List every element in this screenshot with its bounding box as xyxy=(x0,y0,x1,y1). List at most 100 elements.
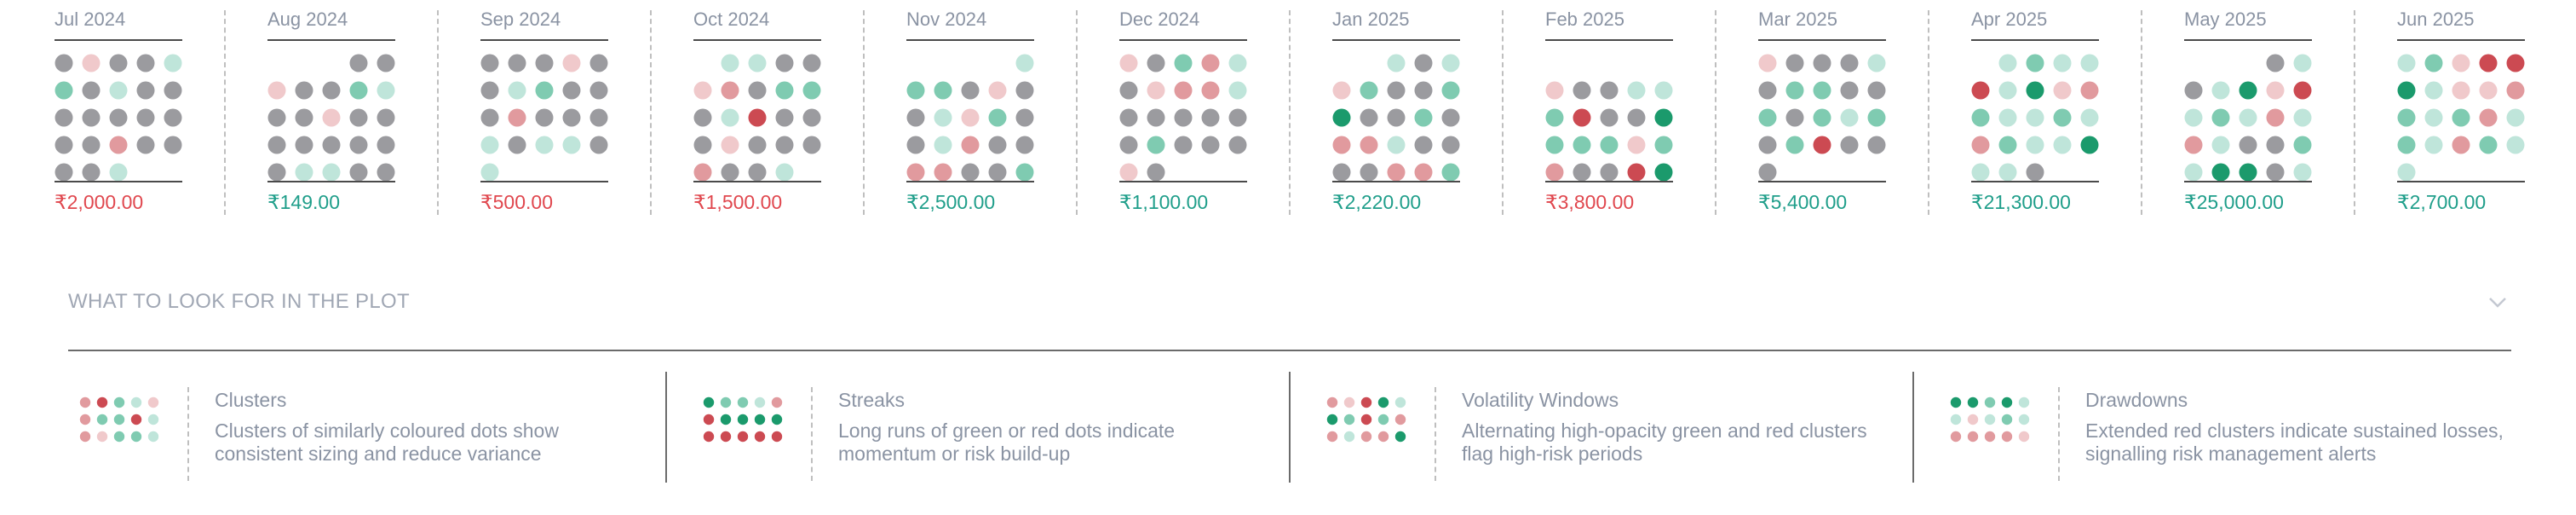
month-top-rule xyxy=(267,39,395,41)
red-dot xyxy=(1201,54,1220,72)
neutral-dot xyxy=(82,108,101,127)
dark-red-dot xyxy=(720,431,732,443)
neutral-dot xyxy=(82,136,101,154)
light-green-dot xyxy=(754,396,766,408)
month-top-rule xyxy=(906,39,1034,41)
card-dashed-divider xyxy=(187,387,189,481)
neutral-dot xyxy=(1228,136,1247,154)
dark-red-dot xyxy=(1360,396,1372,408)
month-separator xyxy=(224,10,226,215)
neutral-dot xyxy=(267,136,286,154)
dark-green-dot xyxy=(703,396,715,408)
dark-green-dot xyxy=(2239,81,2257,100)
light-green-dot xyxy=(1998,81,2017,100)
neutral-dot xyxy=(535,108,554,127)
green-dot xyxy=(130,431,142,443)
card-description: Extended red clusters indicate sustained… xyxy=(2085,420,2504,465)
month-bottom-rule xyxy=(55,181,182,182)
month-separator xyxy=(650,10,652,215)
month-top-rule xyxy=(1119,39,1247,41)
chevron-down-icon[interactable] xyxy=(2486,290,2510,314)
card-description: Long runs of green or red dots indicate … xyxy=(838,420,1176,465)
red-dot xyxy=(771,396,783,408)
light-red-dot xyxy=(147,396,159,408)
neutral-dot xyxy=(988,136,1007,154)
month-label: May 2025 xyxy=(2184,9,2267,30)
neutral-dot xyxy=(164,81,182,100)
month-column: Oct 2024 ₹1,500.00 xyxy=(639,0,865,230)
neutral-dot xyxy=(1201,108,1220,127)
green-dot xyxy=(1867,108,1886,127)
light-green-dot xyxy=(1015,54,1034,72)
light-green-dot xyxy=(1228,81,1247,100)
dark-red-dot xyxy=(754,431,766,443)
dark-green-dot xyxy=(2026,81,2044,100)
neutral-dot xyxy=(267,163,286,182)
light-green-dot xyxy=(2293,54,2312,72)
green-dot xyxy=(1015,163,1034,182)
month-amount: ₹2,000.00 xyxy=(55,191,144,213)
red-dot xyxy=(508,108,526,127)
light-red-dot xyxy=(693,81,712,100)
red-dot xyxy=(1174,81,1193,100)
month-separator xyxy=(1928,10,1929,215)
light-green-dot xyxy=(147,431,159,443)
guide-cards: Clusters Clusters of similarly coloured … xyxy=(68,372,2511,483)
red-dot xyxy=(79,414,91,425)
light-green-dot xyxy=(535,136,554,154)
neutral-dot xyxy=(1573,81,1591,100)
neutral-dot xyxy=(2239,136,2257,154)
month-top-rule xyxy=(1545,39,1673,41)
light-green-dot xyxy=(2506,136,2525,154)
light-red-dot xyxy=(721,136,739,154)
light-green-dot xyxy=(377,81,395,100)
dark-red-dot xyxy=(703,414,715,425)
light-green-dot xyxy=(2184,163,2203,182)
light-green-dot xyxy=(2397,163,2416,182)
neutral-dot xyxy=(322,136,341,154)
red-dot xyxy=(1326,431,1338,443)
light-green-dot xyxy=(748,54,767,72)
light-green-dot xyxy=(1950,414,1962,425)
neutral-dot xyxy=(136,108,155,127)
neutral-dot xyxy=(589,136,608,154)
neutral-dot xyxy=(1867,81,1886,100)
light-red-dot xyxy=(1967,414,1979,425)
green-dot xyxy=(1147,136,1165,154)
light-red-dot xyxy=(562,54,581,72)
neutral-dot xyxy=(349,54,368,72)
light-green-dot xyxy=(721,54,739,72)
green-dot xyxy=(1174,54,1193,72)
light-red-dot xyxy=(2266,81,2285,100)
red-dot xyxy=(1984,431,1996,443)
neutral-dot xyxy=(1015,136,1034,154)
neutral-dot xyxy=(82,81,101,100)
green-dot xyxy=(2397,108,2416,127)
light-green-dot xyxy=(295,163,313,182)
green-dot xyxy=(1813,108,1831,127)
month-bottom-rule xyxy=(2397,181,2525,182)
neutral-dot xyxy=(562,108,581,127)
light-green-dot xyxy=(934,136,952,154)
green-dot xyxy=(720,396,732,408)
green-dot xyxy=(535,81,554,100)
month-label: Jul 2024 xyxy=(55,9,126,30)
dark-green-dot xyxy=(2397,81,2416,100)
light-green-dot xyxy=(2018,396,2030,408)
month-top-rule xyxy=(693,39,821,41)
dark-red-dot xyxy=(1813,136,1831,154)
light-red-dot xyxy=(1343,396,1355,408)
green-dot xyxy=(55,81,73,100)
neutral-dot xyxy=(1441,108,1460,127)
month-column: Aug 2024 ₹149.00 xyxy=(213,0,439,230)
light-green-dot xyxy=(1840,108,1859,127)
card-description: Clusters of similarly coloured dots show… xyxy=(215,420,559,465)
green-dot xyxy=(2001,414,2013,425)
neutral-dot xyxy=(802,108,821,127)
light-red-dot xyxy=(1147,81,1165,100)
card-title: Drawdowns xyxy=(2085,389,2188,411)
month-column: Jun 2025 ₹2,700.00 xyxy=(2343,0,2556,230)
green-dot xyxy=(1758,108,1777,127)
red-dot xyxy=(1326,396,1338,408)
card-separator xyxy=(1289,372,1291,483)
